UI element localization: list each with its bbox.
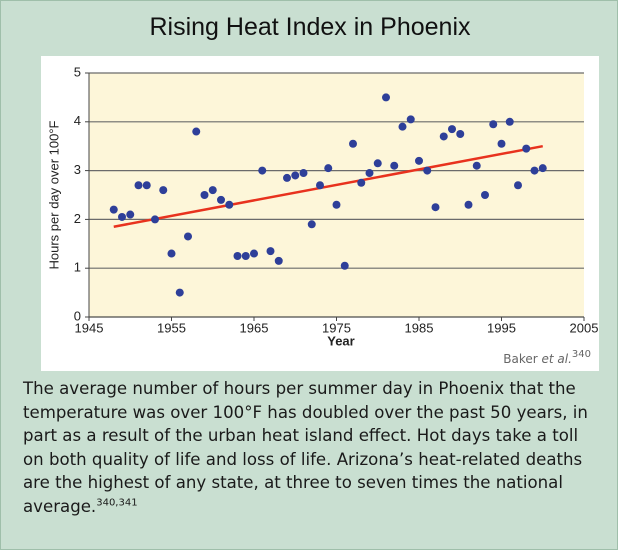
y-tick-label: 3 [74,162,81,177]
data-point [266,247,275,256]
data-point [332,200,341,209]
data-point [241,252,250,260]
caption: The average number of hours per summer d… [23,377,603,518]
y-tick-label: 1 [74,260,81,275]
data-point [109,205,118,214]
x-tick-label: 1945 [75,320,104,335]
data-point [175,288,184,297]
data-point [250,249,258,258]
data-point [291,171,300,180]
source-text: Baker [503,352,537,366]
data-point [208,186,217,195]
source-ref: 340 [572,349,591,360]
data-point [151,215,159,224]
data-point [134,181,143,190]
data-point [142,181,151,190]
data-point [126,210,135,219]
data-point [489,120,498,129]
plot-area [89,73,584,317]
x-tick-label: 1985 [405,320,434,335]
data-point [184,232,192,241]
x-tick-label: 1995 [487,320,516,335]
data-point [456,130,465,138]
x-tick-label: 1975 [322,320,351,335]
caption-text: The average number of hours per summer d… [23,379,588,516]
data-point [448,125,456,134]
data-point [415,156,423,165]
data-point [167,249,176,258]
caption-ref: 340,341 [96,496,138,508]
data-point [382,93,390,102]
data-point [159,186,168,195]
data-point [200,191,209,199]
data-point [316,181,324,190]
chart: Year Hours per day over 100°F Baker et a… [41,56,599,371]
data-point [217,195,225,204]
data-point [497,139,506,148]
data-point [299,169,308,178]
data-point [118,212,126,221]
data-point [390,161,399,170]
data-point [472,161,481,170]
x-axis-label: Year [327,333,354,348]
data-point [192,127,201,136]
data-point [258,166,267,175]
source: Baker et al.340 [503,349,591,366]
data-point [274,256,283,265]
y-tick-label: 0 [74,308,81,323]
data-point [283,173,291,182]
y-tick-label: 5 [74,64,81,79]
data-point [340,261,349,270]
data-point [439,132,448,141]
chart-title: Rising Heat Index in Phoenix [149,13,471,41]
source-italic: et al. [542,352,572,366]
data-point [307,220,316,229]
data-point [481,191,489,199]
data-point [357,178,366,187]
y-tick-label: 2 [74,211,81,226]
data-point [373,159,382,168]
data-point [349,139,357,148]
x-tick-label: 1965 [240,320,269,335]
x-tick-label: 1955 [157,320,186,335]
data-point [233,252,242,260]
data-point [365,169,374,178]
data-point [324,164,333,173]
data-point [398,122,407,131]
data-point [530,166,539,175]
trend-line [113,144,543,228]
data-point [538,164,547,173]
data-point [464,200,473,209]
x-tick-label: 2005 [570,320,599,335]
data-point [225,200,234,209]
data-point [522,144,531,153]
data-point [406,115,415,124]
data-point [431,203,440,212]
data-point [514,181,522,190]
data-point [423,166,432,175]
data-point [505,117,514,126]
y-axis-label: Hours per day over 100°F [46,120,61,269]
y-tick-label: 4 [74,113,81,128]
